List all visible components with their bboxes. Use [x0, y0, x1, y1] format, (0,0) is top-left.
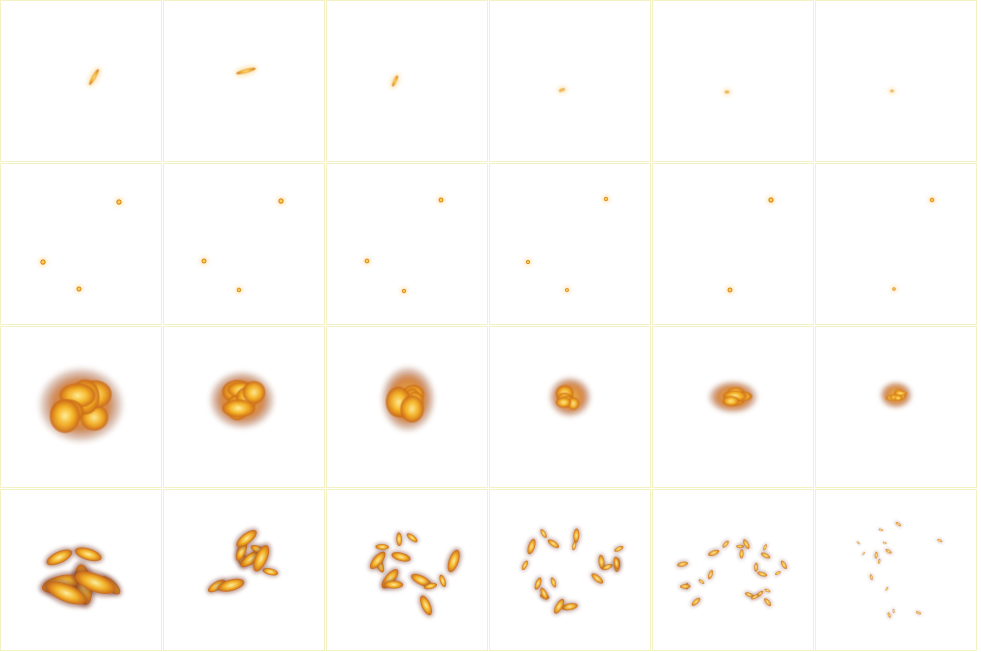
fire-scatter-frame-4 [489, 489, 651, 651]
fire-scatter-fragments [521, 527, 625, 615]
ember-dot [928, 196, 936, 204]
sprite-frame-graphic [234, 65, 258, 77]
spark-streak-frame-5 [652, 0, 814, 162]
spark-streak [234, 65, 258, 77]
ember-trio-frame-1 [0, 163, 162, 325]
fire-burst-frame-4 [489, 326, 651, 488]
ember-dot [766, 195, 776, 205]
spark-streak [888, 88, 896, 94]
ember-dot [890, 285, 898, 293]
spark-streak [723, 88, 731, 96]
spark-streak [87, 67, 101, 87]
spark-streak-frame-3 [326, 0, 488, 162]
fire-scatter-fragments [39, 545, 122, 609]
fire-scatter-frame-5 [652, 489, 814, 651]
spark-streak [390, 73, 400, 89]
fire-burst-cloud [208, 370, 276, 430]
fire-scatter-frame-1 [0, 489, 162, 651]
ember-trio-frame-6 [815, 163, 977, 325]
ember-dot [276, 196, 286, 206]
sprite-frame-graphic [676, 538, 788, 607]
fire-burst-frame-5 [652, 326, 814, 488]
fire-burst-cloud [548, 376, 592, 418]
fire-scatter-frame-2 [163, 489, 325, 651]
fire-burst-cloud [37, 366, 125, 444]
ember-dot [602, 195, 610, 203]
sprite-frame-graphic [200, 196, 286, 294]
fire-burst-cloud [380, 365, 436, 433]
ember-dot [563, 286, 571, 294]
spark-streak-frame-1 [0, 0, 162, 162]
fire-burst-frame-1 [0, 326, 162, 488]
ember-dot [114, 197, 124, 207]
spark-streak-frame-6 [815, 0, 977, 162]
fire-burst-cloud [879, 381, 913, 409]
spark-streak-frame-4 [489, 0, 651, 162]
ember-dot [200, 257, 208, 265]
ember-dot [235, 286, 243, 294]
sprite-frame-graphic [557, 86, 567, 94]
fire-scatter-fragments [206, 528, 280, 594]
sprite-frame-graphic [879, 381, 913, 409]
sprite-frame-graphic [856, 521, 943, 619]
ember-dot [524, 258, 532, 266]
spark-streak [557, 86, 567, 94]
fire-scatter-fragments [368, 531, 462, 617]
ember-trio-frame-4 [489, 163, 651, 325]
sprite-frame-graphic [723, 88, 731, 96]
ember-dot [726, 286, 734, 294]
fire-burst-frame-6 [815, 326, 977, 488]
fire-scatter-frame-6 [815, 489, 977, 651]
fire-burst-cloud [707, 380, 759, 414]
ember-dot [363, 257, 371, 265]
sprite-frame-graphic [363, 196, 445, 295]
sprite-frame-graphic [380, 365, 436, 433]
fire-scatter-fragments [676, 538, 788, 607]
sprite-frame-graphic [888, 88, 896, 94]
spark-streak-frame-2 [163, 0, 325, 162]
fire-scatter-frame-3 [326, 489, 488, 651]
fire-burst-frame-2 [163, 326, 325, 488]
sprite-frame-graphic [87, 67, 101, 87]
sprite-frame-graphic [390, 73, 400, 89]
sprite-frame-graphic [208, 370, 276, 430]
sprite-frame-graphic [521, 527, 625, 615]
ember-dot [38, 257, 48, 267]
ember-dot [75, 285, 83, 293]
ember-dot [400, 287, 408, 295]
sprite-frame-graphic [38, 197, 124, 293]
ember-trio-frame-2 [163, 163, 325, 325]
sprite-frame-graphic [39, 545, 122, 609]
ember-trio-frame-5 [652, 163, 814, 325]
sprite-frame-graphic [890, 196, 936, 293]
sprite-frame-graphic [206, 528, 280, 594]
sprite-frame-graphic [368, 531, 462, 617]
sprite-frame-graphic [548, 376, 592, 418]
sprite-frame-graphic [726, 195, 776, 294]
sprite-frame-graphic [37, 366, 125, 444]
sprite-frame-graphic [707, 380, 759, 414]
fire-burst-frame-3 [326, 326, 488, 488]
ember-dot [437, 196, 445, 204]
sprite-frame-graphic [524, 195, 610, 294]
ember-trio-frame-3 [326, 163, 488, 325]
fire-scatter-fragments [856, 521, 943, 619]
